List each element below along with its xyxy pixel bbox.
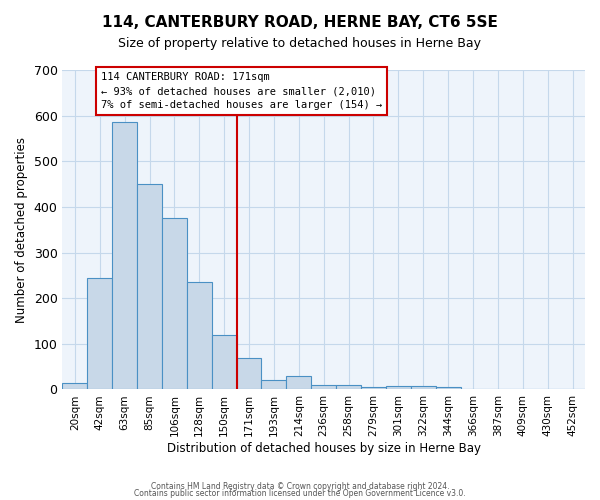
- Bar: [88, 278, 112, 390]
- Bar: [137, 184, 162, 390]
- Bar: [112, 122, 137, 390]
- Bar: [62, 382, 88, 390]
- Bar: [436, 387, 461, 390]
- Bar: [286, 376, 311, 390]
- Bar: [361, 387, 386, 390]
- Text: Contains HM Land Registry data © Crown copyright and database right 2024.: Contains HM Land Registry data © Crown c…: [151, 482, 449, 491]
- Text: 114, CANTERBURY ROAD, HERNE BAY, CT6 5SE: 114, CANTERBURY ROAD, HERNE BAY, CT6 5SE: [102, 15, 498, 30]
- Y-axis label: Number of detached properties: Number of detached properties: [15, 136, 28, 322]
- X-axis label: Distribution of detached houses by size in Herne Bay: Distribution of detached houses by size …: [167, 442, 481, 455]
- Bar: [386, 386, 411, 390]
- Bar: [212, 334, 236, 390]
- Bar: [311, 385, 336, 390]
- Bar: [187, 282, 212, 390]
- Bar: [411, 386, 436, 390]
- Bar: [236, 358, 262, 390]
- Text: Size of property relative to detached houses in Herne Bay: Size of property relative to detached ho…: [119, 38, 482, 51]
- Text: Contains public sector information licensed under the Open Government Licence v3: Contains public sector information licen…: [134, 490, 466, 498]
- Text: 114 CANTERBURY ROAD: 171sqm
← 93% of detached houses are smaller (2,010)
7% of s: 114 CANTERBURY ROAD: 171sqm ← 93% of det…: [101, 72, 382, 110]
- Bar: [336, 385, 361, 390]
- Bar: [262, 380, 286, 390]
- Bar: [162, 218, 187, 390]
